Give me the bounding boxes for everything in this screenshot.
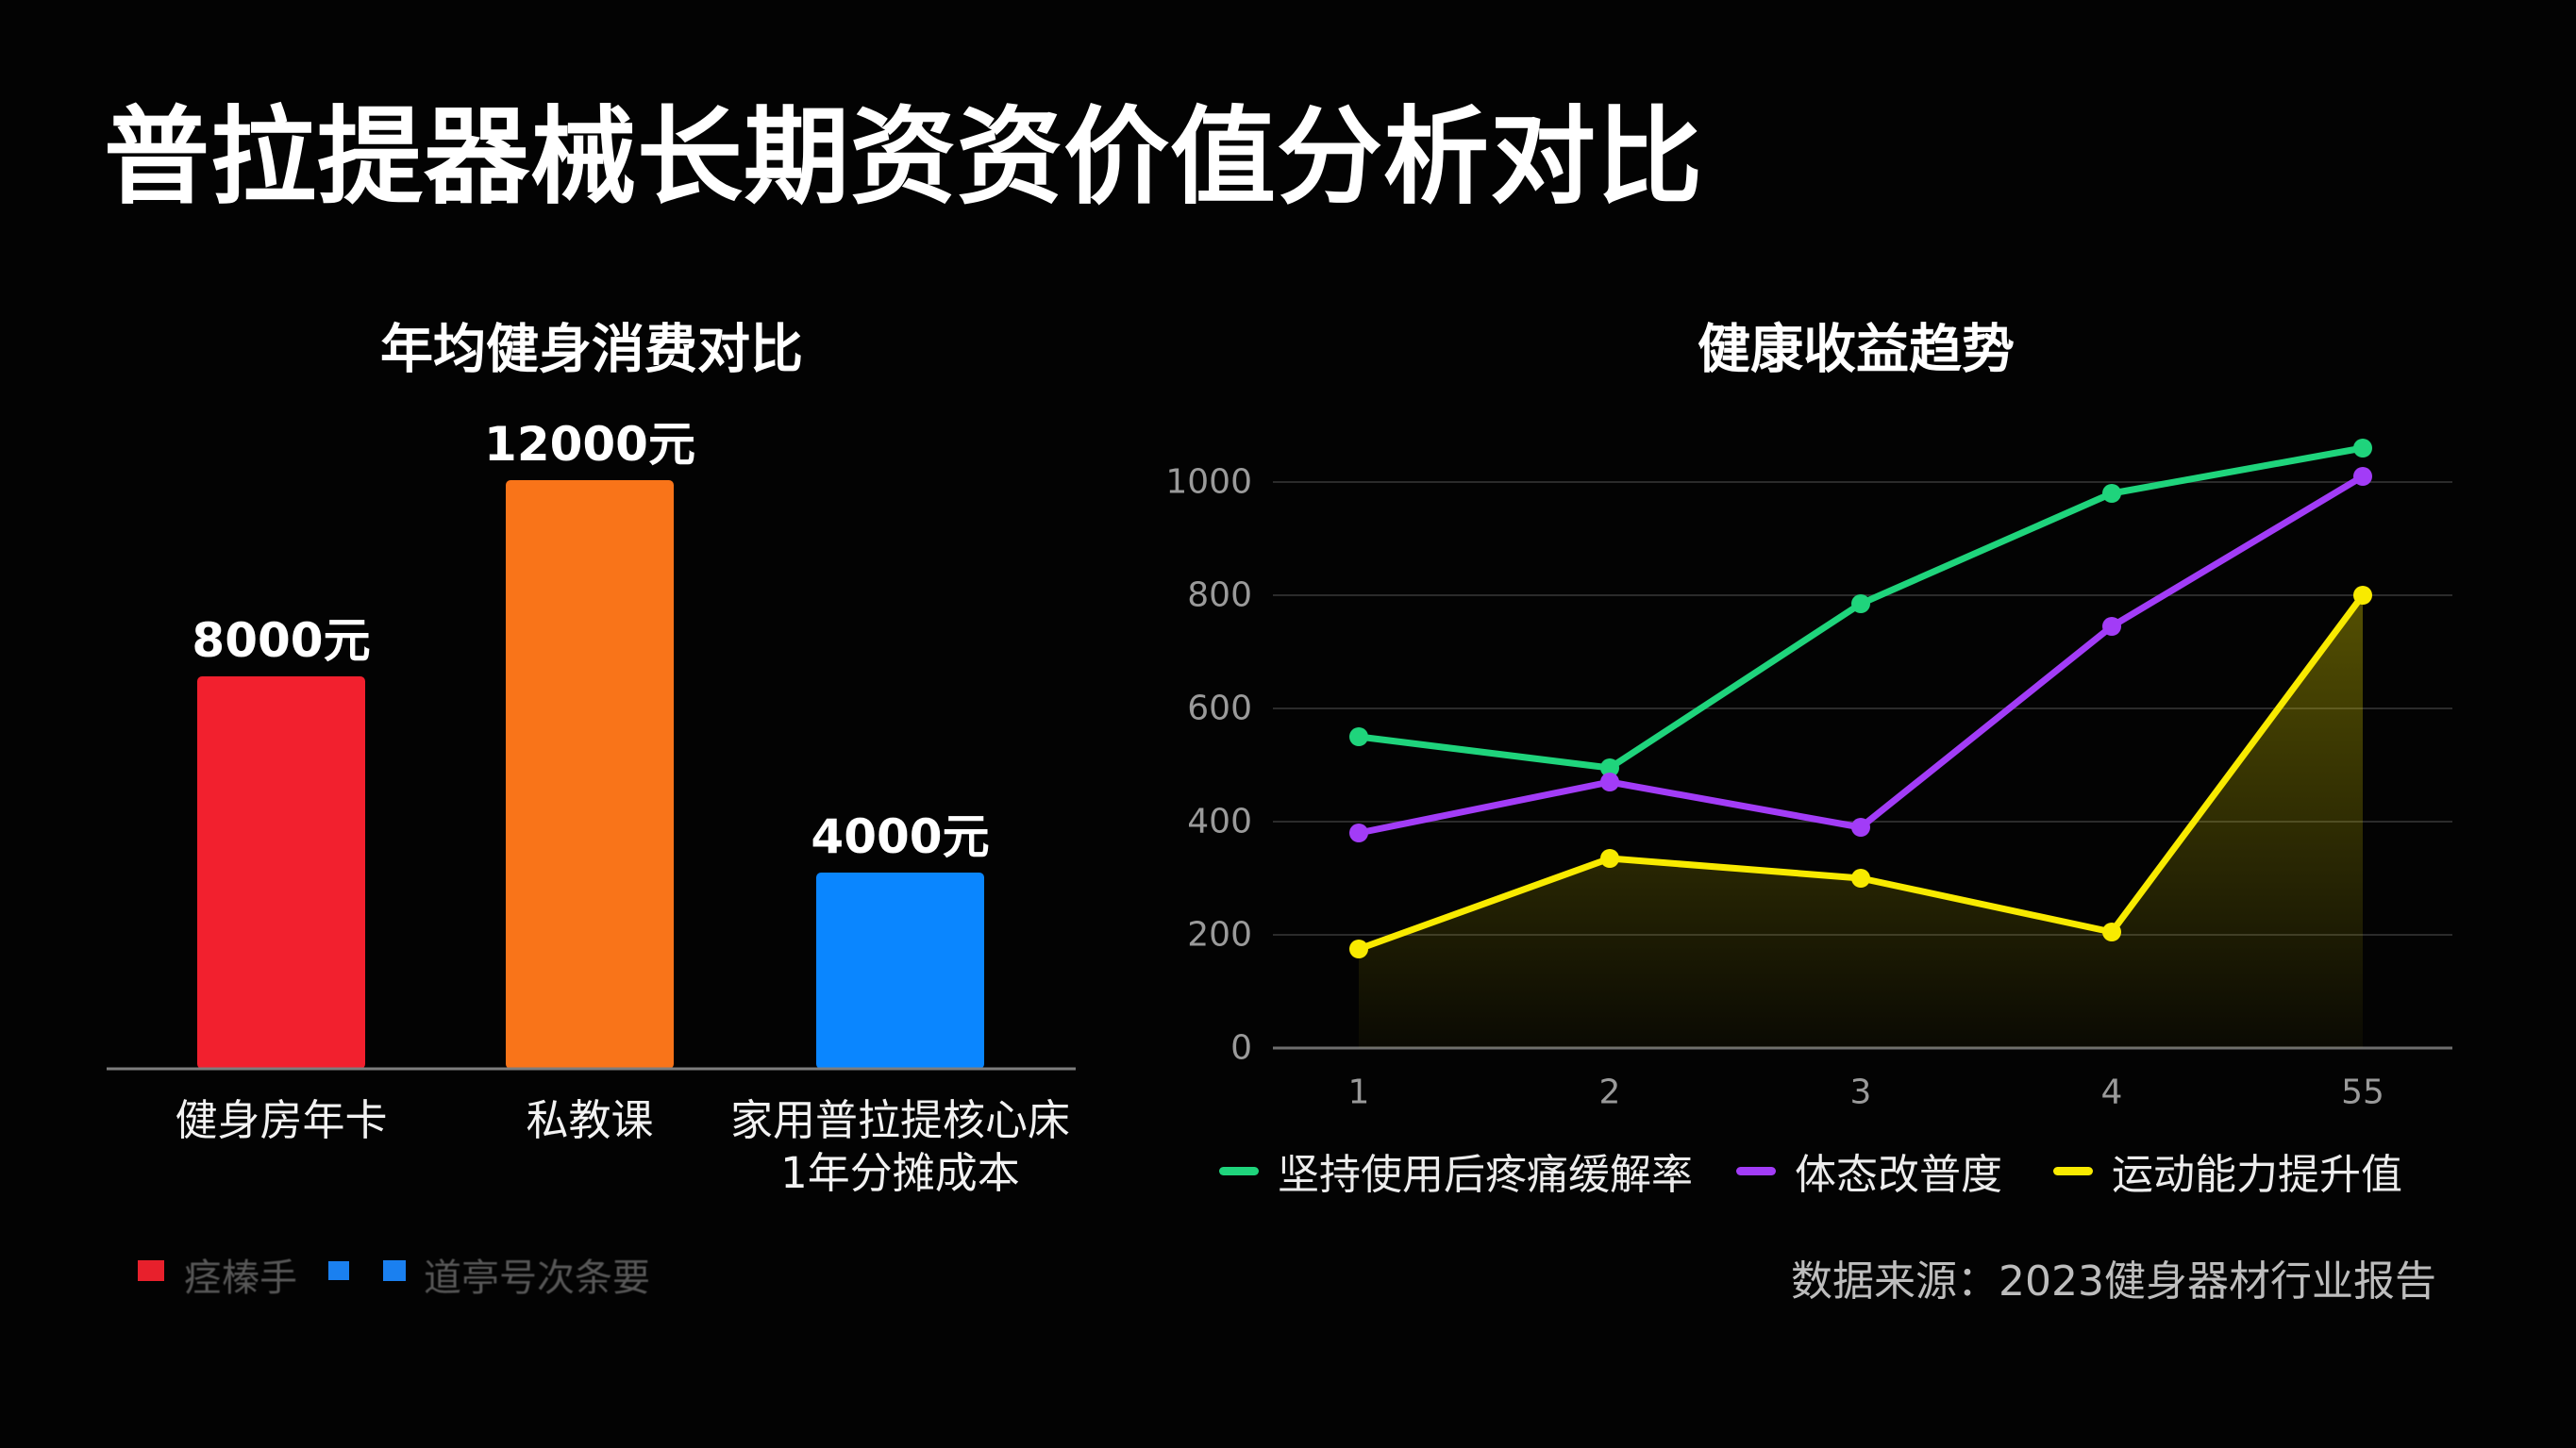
y-tick-label: 800 <box>1187 575 1252 615</box>
page-title: 普拉提器械长期资资价值分析对比 <box>104 96 1703 219</box>
legend-label: 坚持使用后疼痛缓解率 <box>1278 1151 1693 1199</box>
bar-legend-label: 痉榛手 <box>184 1257 297 1300</box>
series-area <box>1359 595 2363 1048</box>
bar-category-label: 健身房年卡 <box>175 1095 388 1145</box>
legend-item: 体态改普度 <box>1736 1140 2002 1201</box>
data-point <box>1349 727 1368 746</box>
data-point <box>2102 484 2121 503</box>
data-point <box>1600 773 1619 791</box>
data-point <box>1349 940 1368 958</box>
data-point <box>2353 467 2372 486</box>
bar-1 <box>197 676 365 1069</box>
x-tick-label: 4 <box>2100 1073 2123 1112</box>
x-tick-label: 55 <box>2341 1073 2384 1112</box>
data-point <box>1600 849 1619 868</box>
bar-category-label: 私教课 <box>526 1095 654 1145</box>
y-tick-label: 200 <box>1187 915 1252 955</box>
bar-legend-swatch <box>138 1260 164 1281</box>
data-point <box>1851 869 1870 888</box>
data-point <box>2102 923 2121 941</box>
x-tick-label: 2 <box>1598 1073 1621 1112</box>
bar-legend-swatch <box>328 1261 349 1280</box>
legend-label: 体态改普度 <box>1795 1151 2002 1199</box>
y-tick-label: 600 <box>1187 689 1252 728</box>
bar-value-label: 8000元 <box>192 613 371 668</box>
legend-item: 坚持使用后疼痛缓解率 <box>1219 1140 1693 1201</box>
legend-swatch <box>1219 1166 1259 1175</box>
bar-legend-swatch <box>383 1260 406 1281</box>
data-source-note: 数据来源：2023健身器材行业报告 <box>1791 1257 2436 1306</box>
bar-category-label: 家用普拉提核心床 1年分摊成本 <box>729 1095 1071 1199</box>
bar-value-label: 12000元 <box>484 417 695 472</box>
y-tick-label: 0 <box>1230 1028 1252 1068</box>
y-tick-label: 400 <box>1187 802 1252 841</box>
legend-label: 运动能力提升值 <box>2112 1151 2402 1199</box>
series-line <box>1355 444 2367 772</box>
bar-chart-title: 年均健身消费对比 <box>380 319 803 381</box>
data-point <box>2353 586 2372 605</box>
data-point <box>2102 617 2121 636</box>
data-point <box>1851 818 1870 837</box>
legend-swatch <box>2053 1166 2093 1175</box>
data-point <box>2353 439 2372 458</box>
line-chart-title: 健康收益趋势 <box>1698 319 2015 381</box>
x-tick-label: 1 <box>1347 1073 1370 1112</box>
bar-legend-label: 道亭号次条要 <box>424 1257 650 1300</box>
data-point <box>1600 758 1619 777</box>
data-point <box>1851 594 1870 613</box>
bar-3 <box>816 873 984 1069</box>
x-tick-label: 3 <box>1849 1073 1872 1112</box>
y-tick-label: 1000 <box>1165 462 1252 502</box>
data-point <box>1349 824 1368 842</box>
bar-2 <box>506 480 674 1069</box>
legend-swatch <box>1736 1166 1776 1175</box>
bar-value-label: 4000元 <box>811 809 990 864</box>
series-line <box>1355 591 2367 953</box>
series-line <box>1355 473 2367 837</box>
legend-item: 运动能力提升值 <box>2053 1140 2402 1201</box>
